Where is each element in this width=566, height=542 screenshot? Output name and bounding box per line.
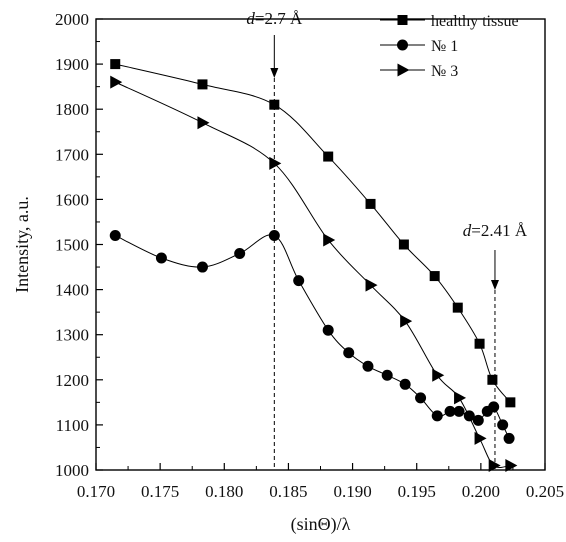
annotation-prefix: d [463,221,472,240]
x-tick-label: 0.190 [333,482,371,501]
square-point [487,374,498,385]
legend-item: № 3 [380,63,458,80]
x-tick-label: 0.205 [526,482,564,501]
triangle-right-point [323,233,336,247]
series-triangle-right [110,75,518,472]
annotations: d=2.7 Åd=2.41 Å [246,9,528,470]
circle-point [362,360,374,372]
square-point [365,198,376,209]
series-line [115,81,511,468]
square-point [429,271,440,282]
annotation-label: d=2.41 Å [463,221,528,240]
square-point [398,239,409,250]
square-point [110,59,121,70]
x-tick-label: 0.185 [269,482,307,501]
axes: 0.170 0.175 0.180 0.185 0.190 0.195 0.200 0.205… [12,10,564,535]
y-tick-label: 1600 [55,190,89,209]
y-tick-label: 1500 [55,236,89,255]
y-tick-label: 1700 [55,145,89,164]
circle-point [431,410,443,422]
legend-item: healthy tissue [380,13,519,30]
square-point [269,99,280,110]
x-tick-label: 0.180 [205,482,243,501]
y-axis-title: Intensity, a.u. [12,196,32,293]
x-tick-label: 0.200 [462,482,500,501]
circle-point [399,378,411,390]
circle-point [322,324,334,336]
circle-point [268,229,280,241]
circle-point [196,261,208,273]
square-point [452,302,463,313]
triangle-right-point [432,368,445,382]
legend-triangle-right-marker [397,63,410,77]
x-tick-label: 0.195 [398,482,436,501]
circle-point [497,419,509,431]
triangle-right-point [505,458,518,472]
square-point [474,338,485,349]
series-circle [109,229,515,444]
circle-point [488,401,500,413]
circle-point [343,347,355,359]
legend: healthy tissue № 1 № 3 [380,13,519,80]
legend-label: healthy tissue [431,13,519,30]
legend-item: № 1 [380,38,458,55]
circle-point [415,392,427,404]
y-tick-label: 1100 [56,416,89,435]
y-tick-label: 1400 [55,281,89,300]
legend-circle-marker [397,39,408,51]
y-tick-label: 2000 [55,10,89,29]
triangle-right-point [269,156,282,170]
circle-point [234,248,246,260]
series-square [110,59,516,408]
circle-point [381,369,393,381]
triangle-right-point [365,278,378,292]
legend-label: № 1 [431,38,458,55]
circle-point [472,414,484,426]
circle-point [444,405,456,417]
y-tick-label: 1800 [55,100,89,119]
y-tick-label: 1900 [55,55,89,74]
y-tick-label: 1200 [55,371,89,390]
series-layer [109,59,518,472]
circle-point [155,252,167,264]
triangle-right-point [400,314,413,328]
circle-point [293,275,305,287]
square-point [323,151,334,162]
triangle-right-point [474,431,487,445]
plot-frame [95,18,546,471]
triangle-right-point [488,458,501,472]
annotation-arrowhead [270,68,279,78]
annotation-arrowhead [490,280,499,290]
square-point [505,397,516,408]
annotation-text: =2.41 Å [471,221,528,240]
triangle-right-point [454,391,467,405]
annotation: d=2.41 Å [463,221,528,470]
triangle-right-point [197,116,210,130]
x-tick-label: 0.170 [77,482,115,501]
circle-point [109,229,121,241]
x-tick-label: 0.175 [141,482,179,501]
triangle-right-point [110,75,123,89]
square-point [197,79,208,90]
series-line [115,63,511,403]
y-tick-label: 1300 [55,326,89,345]
legend-square-marker [397,15,408,25]
x-axis-title: (sinΘ)/λ [291,514,351,535]
y-tick-label: 1000 [55,461,89,480]
legend-label: № 3 [431,63,458,80]
circle-point [503,432,515,444]
circle-point [453,405,465,417]
